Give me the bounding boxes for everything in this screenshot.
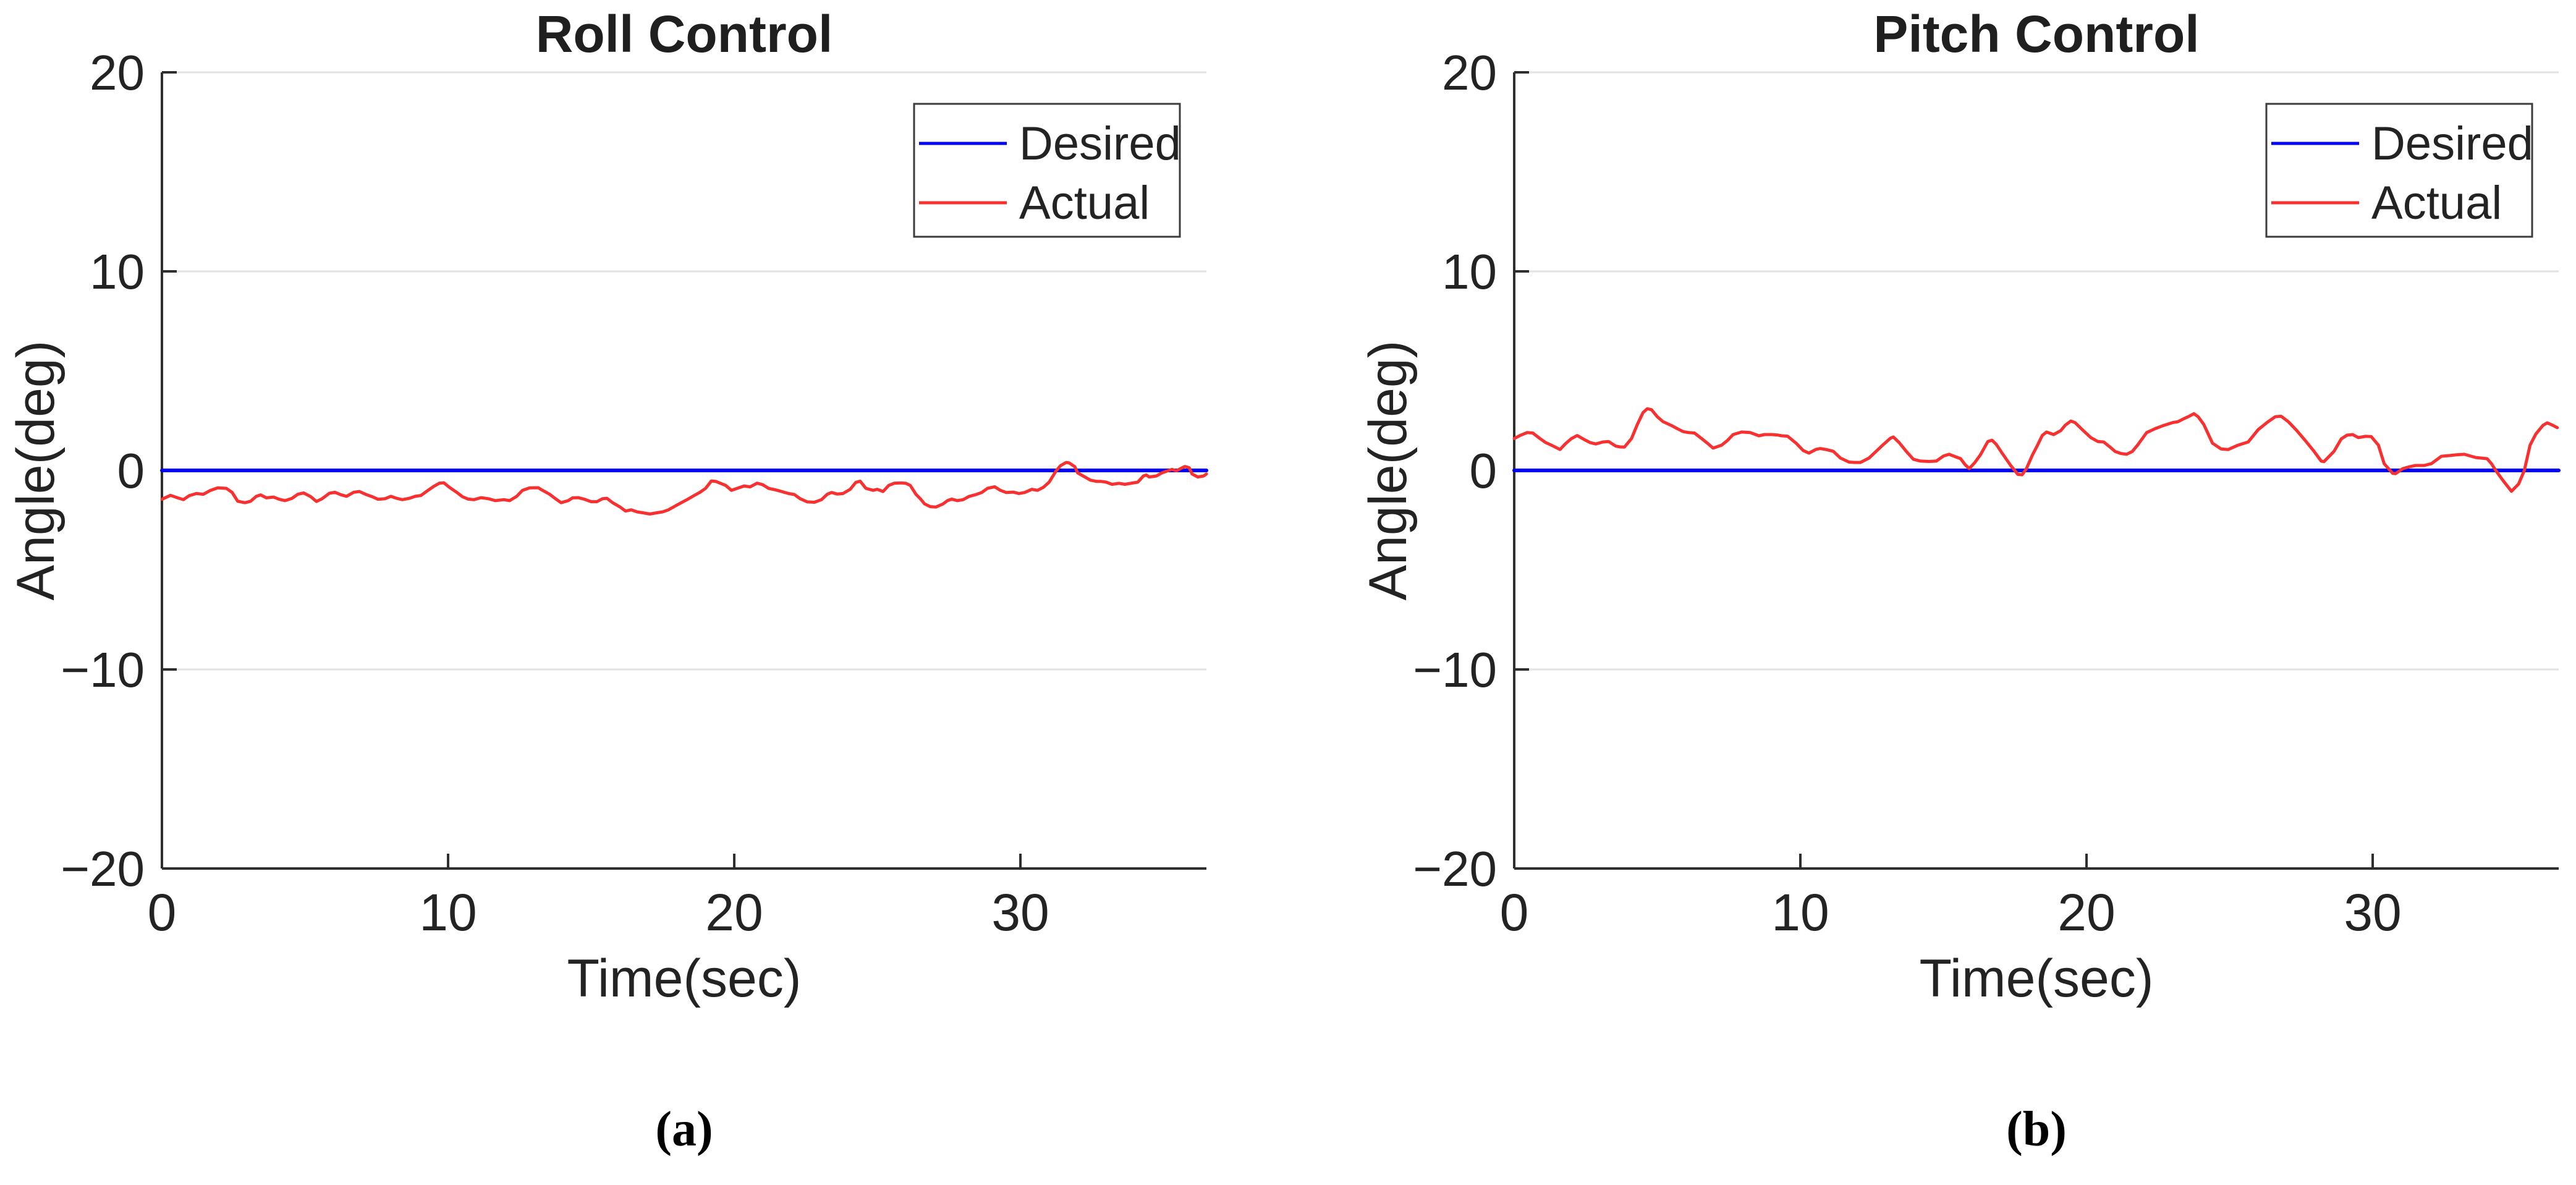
- panel-label-b: (b): [2006, 1102, 2067, 1157]
- legend-desired-label: Desired: [1019, 117, 1181, 170]
- roll-control-plot-canvas: 0 10 20 30 −20 −10 0 10 20 Roll Control Time(sec) A…: [6, 5, 1208, 1008]
- legend-actual-label: Actual: [2371, 177, 2502, 229]
- series-actual-line: [1512, 407, 2559, 493]
- x-tick-label: 10: [419, 883, 477, 941]
- chart-title: Pitch Control: [1873, 5, 2199, 63]
- legend-box: [913, 103, 1181, 238]
- legend-desired-label: Desired: [2371, 117, 2533, 170]
- y-tick-label: 20: [1442, 45, 1497, 100]
- y-tick-label: −20: [61, 841, 145, 896]
- x-tick-label: 30: [991, 883, 1049, 941]
- pitch-control-plot-canvas: 0 10 20 30 −20 −10 0 10 20 Pitch Control Time(sec)…: [1358, 5, 2561, 1008]
- y-tick-label: 0: [1470, 443, 1498, 498]
- x-tick-label: 10: [1771, 883, 1829, 941]
- y-tick-label: −10: [61, 642, 145, 697]
- legend-actual-label: Actual: [1019, 177, 1150, 229]
- y-axis-label: Angle(deg): [1358, 341, 1418, 601]
- panel-label-a: (a): [655, 1102, 713, 1157]
- x-tick-label: 0: [148, 883, 177, 941]
- x-tick-label: 0: [1500, 883, 1529, 941]
- y-tick-label: −20: [1413, 841, 1497, 896]
- y-tick-label: 0: [117, 443, 145, 498]
- x-tick-label: 20: [2057, 883, 2115, 941]
- y-tick-label: −10: [1413, 642, 1497, 697]
- chart-title: Roll Control: [536, 5, 833, 63]
- x-axis-label: Time(sec): [1919, 949, 2153, 1008]
- y-axis-label: Angle(deg): [6, 341, 66, 601]
- x-tick-label: 30: [2344, 883, 2401, 941]
- x-tick-label: 20: [705, 883, 763, 941]
- pitch-control-chart: 0 10 20 30 −20 −10 0 10 20 Pitch Control Time(sec)…: [1288, 0, 2576, 1185]
- y-tick-label: 10: [90, 244, 145, 299]
- series-actual-line: [160, 461, 1208, 516]
- roll-control-chart: 0 10 20 30 −20 −10 0 10 20 Roll Control Time(sec) A…: [6, 5, 1208, 1157]
- x-axis-label: Time(sec): [567, 949, 801, 1008]
- y-tick-label: 10: [1442, 244, 1497, 299]
- legend-box: [2265, 103, 2533, 238]
- y-tick-label: 20: [90, 45, 145, 100]
